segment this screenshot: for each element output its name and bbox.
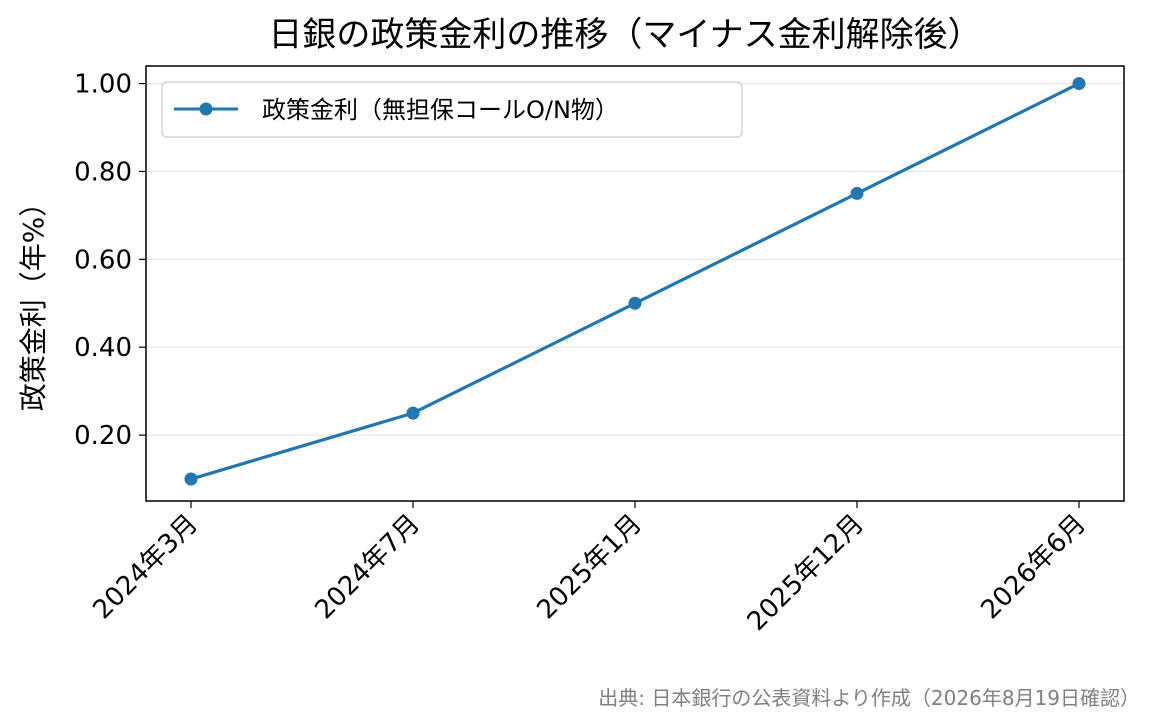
- y-tick-label: 0.40: [74, 333, 132, 363]
- x-tick-label: 2025年1月: [531, 509, 647, 625]
- y-axis-label: 政策金利（年%）: [17, 189, 50, 412]
- source-note: 出典: 日本銀行の公表資料より作成（2026年8月19日確認）: [598, 686, 1140, 710]
- y-tick-label: 1.00: [74, 70, 132, 100]
- data-point: [406, 406, 420, 420]
- y-axis-ticks: 0.20 0.40 0.60 0.80 1.00: [74, 70, 146, 451]
- x-tick-label: 2026年6月: [975, 509, 1091, 625]
- series-group: [184, 77, 1086, 486]
- legend-box: [161, 81, 743, 138]
- x-axis-ticks: 2024年3月 2024年7月 2025年1月 2025年12月 2026年6月: [87, 501, 1092, 637]
- data-point: [1072, 77, 1086, 91]
- data-point: [184, 472, 198, 486]
- legend: 政策金利（無担保コールO/N物）: [161, 81, 743, 138]
- x-tick-label: 2024年7月: [309, 509, 425, 625]
- y-tick-label: 0.80: [74, 157, 132, 187]
- legend-series-label: 政策金利（無担保コールO/N物）: [262, 96, 619, 124]
- data-point: [850, 186, 864, 200]
- x-tick-label: 2025年12月: [742, 509, 870, 637]
- data-point: [628, 296, 642, 310]
- x-tick-label: 2024年3月: [87, 509, 203, 625]
- y-tick-label: 0.60: [74, 245, 132, 275]
- chart-title: 日銀の政策金利の推移（マイナス金利解除後）: [268, 15, 981, 55]
- legend-point-marker: [199, 102, 213, 116]
- y-tick-label: 0.20: [74, 421, 132, 451]
- series-line: [190, 82, 1080, 481]
